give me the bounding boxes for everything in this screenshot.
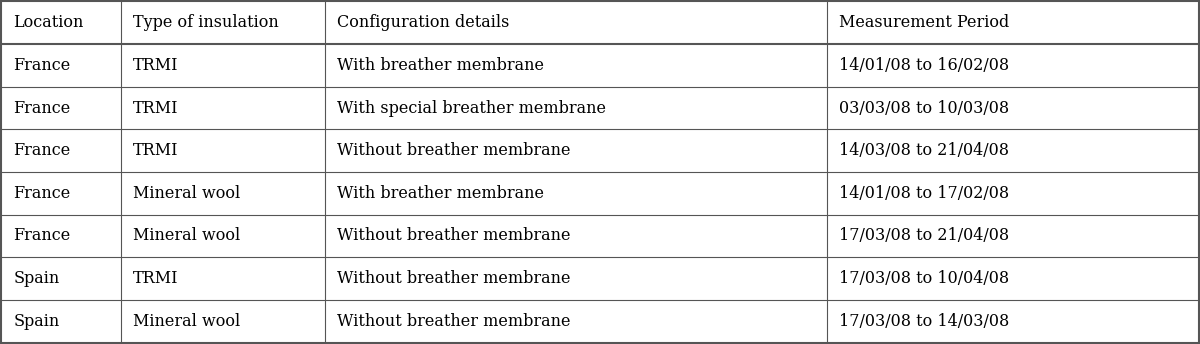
FancyBboxPatch shape	[325, 215, 828, 257]
FancyBboxPatch shape	[1, 215, 121, 257]
Text: Configuration details: Configuration details	[337, 14, 509, 31]
FancyBboxPatch shape	[828, 44, 1199, 87]
Text: TRMI: TRMI	[133, 142, 179, 159]
FancyBboxPatch shape	[1, 44, 121, 87]
FancyBboxPatch shape	[828, 300, 1199, 343]
FancyBboxPatch shape	[828, 129, 1199, 172]
FancyBboxPatch shape	[325, 87, 828, 129]
FancyBboxPatch shape	[1, 257, 121, 300]
FancyBboxPatch shape	[325, 44, 828, 87]
Text: Spain: Spain	[13, 270, 60, 287]
Text: Spain: Spain	[13, 313, 60, 330]
Text: Type of insulation: Type of insulation	[133, 14, 278, 31]
Text: Mineral wool: Mineral wool	[133, 185, 240, 202]
Text: Without breather membrane: Without breather membrane	[337, 227, 570, 245]
FancyBboxPatch shape	[121, 129, 325, 172]
FancyBboxPatch shape	[828, 1, 1199, 44]
FancyBboxPatch shape	[1, 172, 121, 215]
Text: 03/03/08 to 10/03/08: 03/03/08 to 10/03/08	[840, 99, 1009, 117]
FancyBboxPatch shape	[325, 1, 828, 44]
FancyBboxPatch shape	[1, 300, 121, 343]
Text: France: France	[13, 185, 71, 202]
FancyBboxPatch shape	[121, 300, 325, 343]
FancyBboxPatch shape	[121, 87, 325, 129]
FancyBboxPatch shape	[828, 215, 1199, 257]
Text: Measurement Period: Measurement Period	[840, 14, 1009, 31]
Text: France: France	[13, 227, 71, 245]
Text: 14/01/08 to 16/02/08: 14/01/08 to 16/02/08	[840, 57, 1009, 74]
FancyBboxPatch shape	[1, 1, 121, 44]
FancyBboxPatch shape	[828, 257, 1199, 300]
Text: With breather membrane: With breather membrane	[337, 57, 544, 74]
FancyBboxPatch shape	[121, 215, 325, 257]
FancyBboxPatch shape	[325, 129, 828, 172]
Text: Without breather membrane: Without breather membrane	[337, 270, 570, 287]
Text: France: France	[13, 57, 71, 74]
FancyBboxPatch shape	[121, 172, 325, 215]
FancyBboxPatch shape	[828, 172, 1199, 215]
Text: 14/03/08 to 21/04/08: 14/03/08 to 21/04/08	[840, 142, 1009, 159]
Text: Without breather membrane: Without breather membrane	[337, 313, 570, 330]
FancyBboxPatch shape	[325, 300, 828, 343]
Text: TRMI: TRMI	[133, 99, 179, 117]
FancyBboxPatch shape	[121, 257, 325, 300]
Text: TRMI: TRMI	[133, 270, 179, 287]
FancyBboxPatch shape	[1, 87, 121, 129]
Text: Mineral wool: Mineral wool	[133, 313, 240, 330]
FancyBboxPatch shape	[121, 1, 325, 44]
Text: With breather membrane: With breather membrane	[337, 185, 544, 202]
FancyBboxPatch shape	[1, 129, 121, 172]
Text: 17/03/08 to 10/04/08: 17/03/08 to 10/04/08	[840, 270, 1009, 287]
Text: France: France	[13, 142, 71, 159]
Text: With special breather membrane: With special breather membrane	[337, 99, 606, 117]
FancyBboxPatch shape	[325, 257, 828, 300]
Text: Without breather membrane: Without breather membrane	[337, 142, 570, 159]
Text: 14/01/08 to 17/02/08: 14/01/08 to 17/02/08	[840, 185, 1009, 202]
Text: TRMI: TRMI	[133, 57, 179, 74]
FancyBboxPatch shape	[325, 172, 828, 215]
FancyBboxPatch shape	[121, 44, 325, 87]
Text: Mineral wool: Mineral wool	[133, 227, 240, 245]
FancyBboxPatch shape	[828, 87, 1199, 129]
Text: 17/03/08 to 14/03/08: 17/03/08 to 14/03/08	[840, 313, 1009, 330]
Text: Location: Location	[13, 14, 84, 31]
Text: France: France	[13, 99, 71, 117]
Text: 17/03/08 to 21/04/08: 17/03/08 to 21/04/08	[840, 227, 1009, 245]
